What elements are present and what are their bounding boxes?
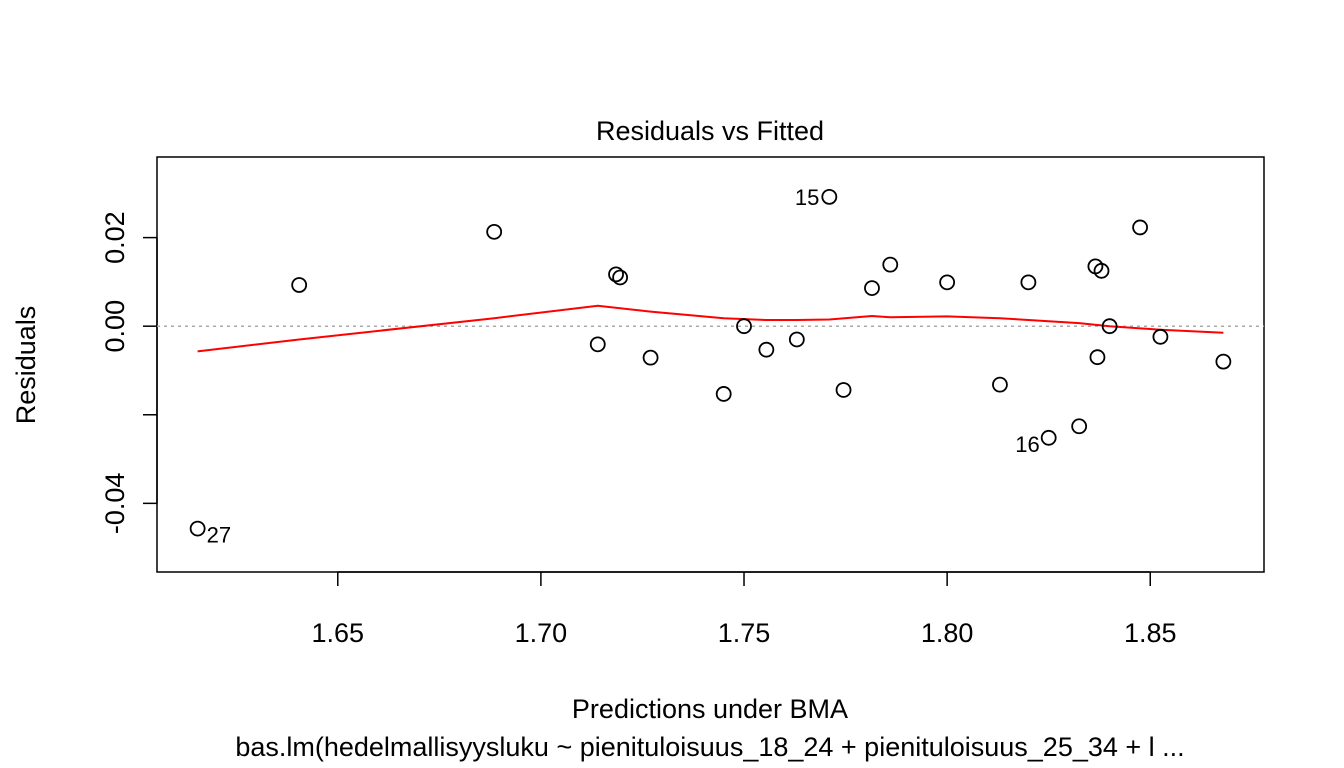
data-point (821, 188, 838, 205)
data-point (939, 274, 956, 291)
data-point (1040, 429, 1057, 446)
x-axis: 1.65 1.70 1.75 1.80 1.85 (311, 571, 1177, 648)
data-point (736, 318, 752, 335)
data-point (835, 382, 852, 398)
residual-points (189, 188, 1232, 537)
data-point (1089, 349, 1106, 366)
data-point (1093, 262, 1110, 279)
data-point (189, 520, 206, 537)
smoother-line (197, 304, 1224, 353)
data-point (612, 269, 629, 286)
y-tick-label: 0.02 (100, 211, 130, 264)
data-point (589, 336, 606, 353)
data-point (864, 280, 880, 296)
data-point (291, 277, 308, 293)
chart-title: Residuals vs Fitted (596, 116, 824, 146)
data-point (788, 331, 805, 348)
data-point (1152, 328, 1169, 345)
y-axis: -0.04 0.00 0.02 (100, 211, 158, 535)
x-tick-label: 1.65 (311, 618, 364, 648)
data-point (882, 256, 899, 273)
point-label: 16 (1015, 432, 1039, 457)
y-axis-label: Residuals (11, 306, 41, 425)
x-tick-label: 1.80 (921, 618, 974, 648)
y-tick-label: 0.00 (100, 300, 130, 353)
data-point (758, 341, 775, 358)
x-tick-label: 1.70 (515, 618, 568, 648)
data-point (992, 376, 1008, 393)
point-label: 15 (795, 185, 819, 210)
point-label: 27 (207, 523, 231, 548)
smoother-series (197, 304, 1224, 353)
data-point (1132, 219, 1148, 236)
x-tick-label: 1.75 (718, 618, 771, 648)
data-point (1071, 418, 1088, 435)
point-labels: 27 15 16 (207, 185, 1040, 548)
y-tick-label: -0.04 (100, 473, 130, 535)
data-point (608, 266, 624, 283)
data-point (1101, 318, 1118, 335)
data-point (1215, 353, 1232, 370)
data-point (1020, 274, 1037, 291)
chart-subtitle: bas.lm(hedelmallisyysluku ~ pienituloisu… (235, 732, 1184, 762)
x-tick-label: 1.85 (1124, 618, 1177, 648)
data-point (642, 349, 659, 366)
data-point (715, 386, 732, 402)
data-point (486, 223, 503, 240)
x-axis-label: Predictions under BMA (572, 694, 848, 724)
